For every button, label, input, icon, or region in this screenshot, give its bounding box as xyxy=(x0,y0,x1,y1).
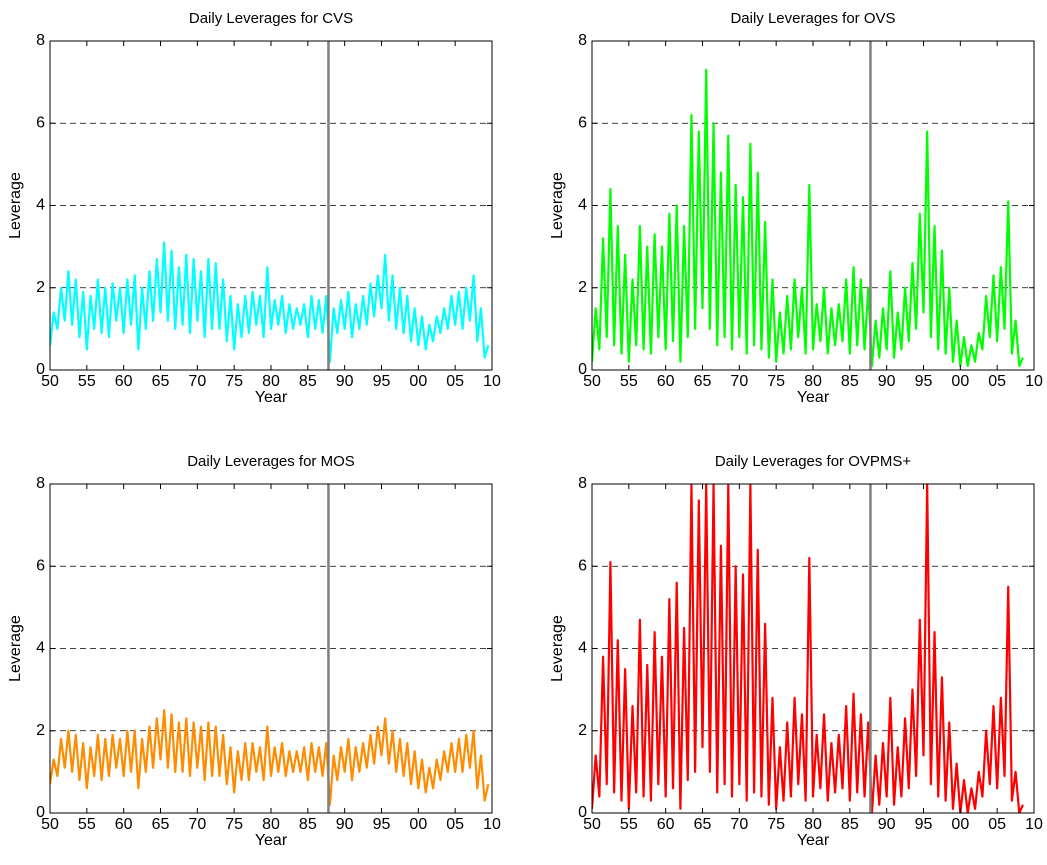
x-tick-label: 55 xyxy=(78,816,96,833)
x-tick-label: 10 xyxy=(1025,373,1043,390)
x-tick-label: 65 xyxy=(694,373,712,390)
y-tick-label: 6 xyxy=(578,114,587,131)
chart-title: Daily Leverages for MOS xyxy=(187,453,355,470)
chart-title: Daily Leverages for OVS xyxy=(730,10,895,27)
y-axis-label: Leverage xyxy=(7,615,24,682)
x-tick-label: 05 xyxy=(446,816,464,833)
x-tick-label: 60 xyxy=(115,816,133,833)
x-tick-label: 95 xyxy=(373,373,391,390)
x-tick-label: 75 xyxy=(767,373,785,390)
y-tick-label: 0 xyxy=(36,804,45,821)
x-tick-label: 70 xyxy=(188,373,206,390)
x-tick-label: 60 xyxy=(657,816,675,833)
x-tick-label: 55 xyxy=(620,373,638,390)
x-tick-label: 00 xyxy=(409,816,427,833)
x-tick-label: 70 xyxy=(730,373,748,390)
x-tick-label: 85 xyxy=(299,373,317,390)
y-tick-label: 2 xyxy=(578,279,587,296)
x-tick-label: 85 xyxy=(841,816,859,833)
x-tick-label: 60 xyxy=(657,373,675,390)
x-axis-label: Year xyxy=(797,389,830,406)
x-tick-label: 55 xyxy=(620,816,638,833)
x-tick-label: 75 xyxy=(767,816,785,833)
x-tick-label: 85 xyxy=(299,816,317,833)
x-axis-label: Year xyxy=(797,832,830,849)
y-tick-label: 8 xyxy=(578,32,587,49)
y-tick-label: 8 xyxy=(578,475,587,492)
x-tick-label: 50 xyxy=(41,373,59,390)
y-tick-label: 8 xyxy=(36,32,45,49)
x-tick-label: 10 xyxy=(483,816,501,833)
x-tick-label: 10 xyxy=(1025,816,1043,833)
subplot: 0 2 4 6 8 50 55 60 65 70 75 80 85 90 95 00 05 10 Daily Lev… xyxy=(7,453,501,849)
x-tick-label: 65 xyxy=(694,816,712,833)
data-line xyxy=(592,68,1024,367)
x-tick-label: 80 xyxy=(804,816,822,833)
x-tick-label: 05 xyxy=(988,373,1006,390)
x-tick-label: 50 xyxy=(41,816,59,833)
subplot: 0 2 4 6 8 50 55 60 65 70 75 80 85 90 95 00 05 10 Daily Lev… xyxy=(7,10,501,406)
x-tick-label: 65 xyxy=(152,373,170,390)
y-tick-label: 0 xyxy=(578,361,587,378)
y-tick-label: 4 xyxy=(578,197,587,214)
x-tick-label: 50 xyxy=(583,373,601,390)
x-tick-label: 00 xyxy=(951,816,969,833)
chart-title: Daily Leverages for CVS xyxy=(189,10,353,27)
x-tick-label: 00 xyxy=(951,373,969,390)
x-tick-label: 75 xyxy=(225,816,243,833)
x-tick-label: 90 xyxy=(878,816,896,833)
y-tick-label: 2 xyxy=(36,722,45,739)
x-tick-label: 70 xyxy=(730,816,748,833)
y-tick-label: 4 xyxy=(36,197,45,214)
x-tick-label: 65 xyxy=(152,816,170,833)
y-tick-label: 0 xyxy=(36,361,45,378)
chart-title: Daily Leverages for OVPMS+ xyxy=(715,453,912,470)
x-tick-label: 85 xyxy=(841,373,859,390)
x-tick-label: 95 xyxy=(915,816,933,833)
y-tick-label: 4 xyxy=(578,640,587,657)
subplot: 0 2 4 6 8 50 55 60 65 70 75 80 85 90 95 00 05 10 Daily Lev… xyxy=(549,453,1043,849)
data-line xyxy=(50,709,490,806)
x-tick-label: 80 xyxy=(262,816,280,833)
x-tick-label: 05 xyxy=(446,373,464,390)
y-tick-label: 6 xyxy=(36,557,45,574)
x-tick-label: 50 xyxy=(583,816,601,833)
x-tick-label: 60 xyxy=(115,373,133,390)
y-tick-label: 2 xyxy=(578,722,587,739)
y-tick-label: 6 xyxy=(578,557,587,574)
x-axis-label: Year xyxy=(255,389,288,406)
x-tick-label: 10 xyxy=(483,373,501,390)
y-axis-label: Leverage xyxy=(7,172,24,239)
x-tick-label: 95 xyxy=(915,373,933,390)
x-tick-label: 90 xyxy=(878,373,896,390)
subplot: 0 2 4 6 8 50 55 60 65 70 75 80 85 90 95 00 05 10 Daily Lev… xyxy=(549,10,1043,406)
y-tick-label: 6 xyxy=(36,114,45,131)
x-tick-label: 70 xyxy=(188,816,206,833)
y-tick-label: 2 xyxy=(36,279,45,296)
data-line xyxy=(50,241,490,363)
y-axis-label: Leverage xyxy=(549,615,566,682)
x-tick-label: 90 xyxy=(336,816,354,833)
x-tick-label: 80 xyxy=(804,373,822,390)
x-axis-label: Year xyxy=(255,832,288,849)
y-tick-label: 4 xyxy=(36,640,45,657)
x-tick-label: 90 xyxy=(336,373,354,390)
y-tick-label: 8 xyxy=(36,475,45,492)
x-tick-label: 00 xyxy=(409,373,427,390)
x-tick-label: 75 xyxy=(225,373,243,390)
y-axis-label: Leverage xyxy=(549,172,566,239)
y-tick-label: 0 xyxy=(578,804,587,821)
data-line xyxy=(592,484,1024,813)
x-tick-label: 95 xyxy=(373,816,391,833)
x-tick-label: 55 xyxy=(78,373,96,390)
x-tick-label: 05 xyxy=(988,816,1006,833)
x-tick-label: 80 xyxy=(262,373,280,390)
